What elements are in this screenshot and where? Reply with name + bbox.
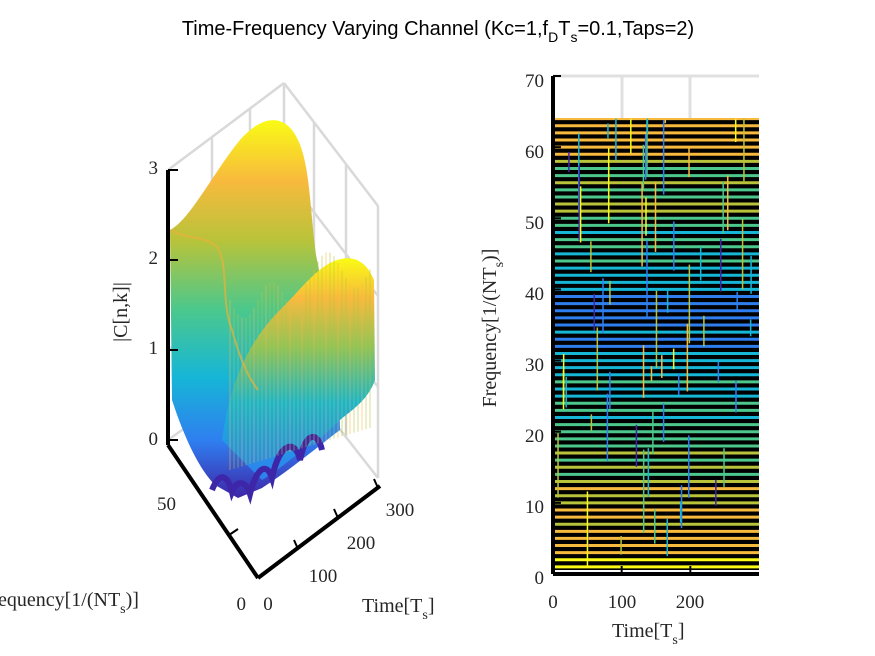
figure-title: Time-Frequency Varying Channel (Kc=1,fDT… [182,18,694,45]
z-tick-label: 3 [149,158,159,179]
y-tick-label: 0 [535,568,545,589]
x-axis-label: Time[Ts] [612,620,685,648]
heatmap-plot: 0 10 20 30 40 50 60 70 0 100 200 Time[Ts… [479,71,759,648]
y-tick-label: 20 [525,426,544,447]
x-tick-label: 100 [608,592,637,613]
x-tick-label: 200 [347,533,376,554]
surface-plot: 3 2 1 0 50 0 0 100 200 300 |C[n,k]| eque… [0,82,435,623]
y-tick-label: 70 [525,71,544,92]
surface-mesh [169,120,375,505]
y-tick-label: 50 [525,213,544,234]
surface-ticks [168,169,379,550]
heatmap-cells [553,118,759,569]
y-tick-label: 0 [237,594,247,615]
x-axis-label: Time[Ts] [362,595,435,623]
x-tick-label: 200 [676,592,705,613]
heatmap-ticks [552,75,692,575]
surface-mesh-lines [229,252,371,470]
heatmap-axes [551,76,759,576]
y-tick-label: 30 [525,355,544,376]
z-tick-label: 1 [149,338,159,359]
x-tick-label: 300 [386,500,415,521]
z-tick-label: 2 [149,248,159,269]
y-axis-label: Frequency[1/(NTs)] [479,249,507,408]
x-tick-label: 0 [263,594,273,615]
x-tick-label: 100 [309,566,338,587]
heatmap-grid [553,74,759,118]
z-axis-label: |C[n,k]| [110,282,132,342]
y-tick-label: 60 [525,142,544,163]
x-tick-label: 0 [548,592,558,613]
z-tick-label: 0 [149,429,159,450]
surface-axes [166,170,382,580]
y-tick-label: 40 [525,284,544,305]
y-tick-label: 10 [525,497,544,518]
y-tick-label: 50 [157,494,176,515]
y-axis-label: equency[1/(NTs)] [0,589,139,617]
